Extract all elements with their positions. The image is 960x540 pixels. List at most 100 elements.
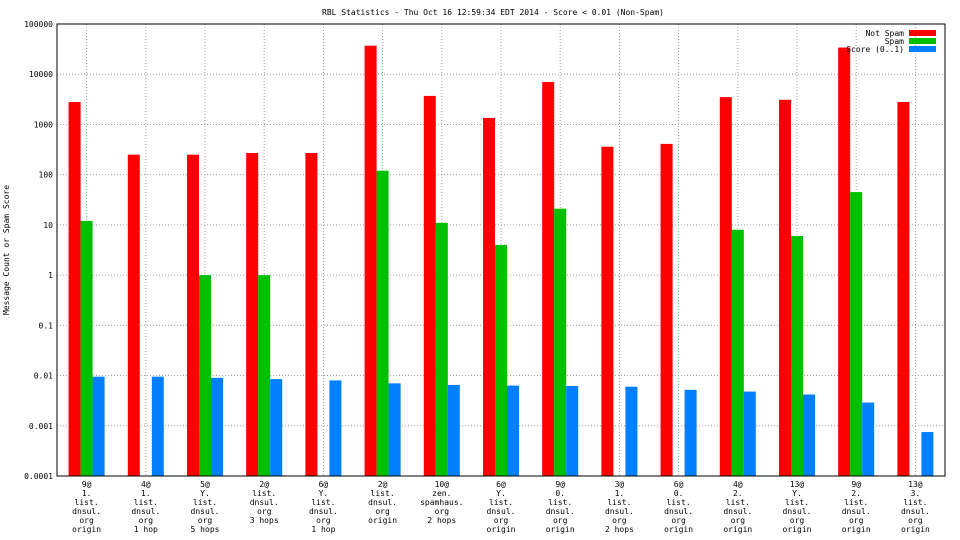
x-tick-label: list. bbox=[193, 498, 217, 507]
bar-score-0-1-11 bbox=[743, 391, 756, 476]
x-tick-label: org bbox=[908, 516, 923, 525]
x-tick-label: 9@ bbox=[555, 480, 565, 489]
x-tick-label: 3@ bbox=[615, 480, 625, 489]
bar-score-0-1-12 bbox=[803, 394, 815, 476]
bar-spam-6 bbox=[435, 222, 448, 476]
x-tick-label: 6@ bbox=[674, 480, 684, 489]
x-tick-label: Y. bbox=[319, 489, 329, 498]
x-tick-label: 2. bbox=[851, 489, 861, 498]
bar-score-0-1-6 bbox=[447, 384, 460, 476]
x-tick-label: org bbox=[671, 516, 686, 525]
x-tick-label: 13@ bbox=[908, 480, 923, 489]
x-tick-label: list. bbox=[252, 489, 276, 498]
x-tick-label: dnsul. bbox=[546, 507, 575, 516]
x-tick-label: list. bbox=[75, 498, 99, 507]
bar-not-spam-11 bbox=[719, 97, 732, 476]
bar-score-0-1-0 bbox=[92, 376, 105, 476]
x-tick-label: dnsul. bbox=[842, 507, 871, 516]
bar-not-spam-6 bbox=[423, 95, 436, 477]
x-tick-label: org bbox=[375, 507, 390, 516]
bar-not-spam-14 bbox=[897, 101, 910, 476]
x-tick-label: Y. bbox=[792, 489, 802, 498]
legend-label: Spam bbox=[885, 37, 904, 46]
bar-spam-2 bbox=[199, 275, 211, 476]
bar-score-0-1-10 bbox=[684, 389, 697, 476]
bar-spam-8 bbox=[554, 208, 567, 477]
x-tick-label: dnsul. bbox=[487, 507, 516, 516]
x-tick-label: org bbox=[79, 516, 94, 525]
x-tick-label: list. bbox=[667, 498, 691, 507]
x-tick-label: origin bbox=[783, 525, 812, 534]
y-tick-label: 100000 bbox=[24, 20, 53, 29]
bar-not-spam-13 bbox=[838, 47, 851, 476]
x-tick-label: list. bbox=[903, 498, 927, 507]
x-tick-label: list. bbox=[489, 498, 513, 507]
bar-spam-3 bbox=[258, 275, 271, 476]
x-tick-label: dnsul. bbox=[605, 507, 634, 516]
legend-swatch bbox=[909, 30, 936, 36]
x-tick-label: org bbox=[435, 507, 450, 516]
bar-not-spam-1 bbox=[127, 154, 140, 477]
x-tick-label: 4@ bbox=[733, 480, 743, 489]
bar-spam-13 bbox=[850, 192, 863, 476]
x-tick-label: origin bbox=[842, 525, 871, 534]
x-tick-label: dnsul. bbox=[131, 507, 160, 516]
bar-not-spam-3 bbox=[246, 153, 259, 476]
x-tick-label: Y. bbox=[200, 489, 210, 498]
legend-label: Score (0..1) bbox=[846, 45, 904, 54]
x-tick-label: 5@ bbox=[200, 480, 210, 489]
y-tick-label: 100 bbox=[39, 171, 54, 180]
x-tick-label: origin bbox=[723, 525, 752, 534]
x-tick-label: org bbox=[257, 507, 272, 516]
x-tick-label: dnsul. bbox=[368, 498, 397, 507]
x-tick-label: list. bbox=[607, 498, 631, 507]
legend-label: Not Spam bbox=[865, 29, 904, 38]
bar-spam-7 bbox=[495, 244, 507, 476]
x-tick-label: dnsul. bbox=[664, 507, 693, 516]
x-tick-label: dnsul. bbox=[191, 507, 220, 516]
x-tick-label: 1 hop bbox=[134, 525, 158, 534]
x-tick-label: zen. bbox=[432, 489, 451, 498]
x-tick-label: dnsul. bbox=[783, 507, 812, 516]
x-tick-label: list. bbox=[548, 498, 572, 507]
bar-not-spam-4 bbox=[305, 153, 318, 476]
x-tick-label: org bbox=[139, 516, 154, 525]
bar-score-0-1-3 bbox=[270, 379, 283, 476]
x-tick-label: origin bbox=[368, 516, 397, 525]
x-tick-label: list. bbox=[785, 498, 809, 507]
bar-score-0-1-7 bbox=[507, 385, 519, 476]
x-tick-label: 5 hops bbox=[191, 525, 220, 534]
y-tick-label: 10 bbox=[43, 221, 53, 230]
x-tick-label: 1. bbox=[615, 489, 625, 498]
bar-spam-5 bbox=[376, 170, 389, 476]
x-tick-label: 6@ bbox=[496, 480, 506, 489]
x-tick-label: 1. bbox=[82, 489, 92, 498]
bar-not-spam-10 bbox=[660, 143, 673, 476]
bar-not-spam-2 bbox=[187, 154, 199, 477]
x-tick-label: org bbox=[849, 516, 864, 525]
bar-spam-0 bbox=[80, 220, 93, 476]
bar-score-0-1-4 bbox=[329, 380, 342, 476]
x-tick-label: 2@ bbox=[259, 480, 269, 489]
x-tick-label: list. bbox=[134, 498, 158, 507]
x-tick-label: 9@ bbox=[82, 480, 92, 489]
bar-not-spam-12 bbox=[779, 99, 791, 477]
bar-not-spam-0 bbox=[68, 101, 81, 476]
x-tick-label: 4@ bbox=[141, 480, 151, 489]
x-tick-label: 2 hops bbox=[427, 516, 456, 525]
y-tick-label: 0.1 bbox=[39, 321, 54, 330]
bar-not-spam-7 bbox=[483, 117, 495, 476]
x-tick-label: 9@ bbox=[851, 480, 861, 489]
y-tick-label: 10000 bbox=[29, 70, 53, 79]
bar-score-0-1-8 bbox=[566, 385, 579, 476]
legend-swatch bbox=[909, 38, 936, 44]
bar-not-spam-8 bbox=[542, 82, 555, 476]
bar-score-0-1-9 bbox=[625, 386, 638, 476]
x-tick-label: list. bbox=[371, 489, 395, 498]
x-tick-label: 0. bbox=[555, 489, 565, 498]
y-tick-labels: 100000 10000 1000 100 10 1 0.1 0.01 0.001 0.0001 bbox=[24, 20, 53, 481]
x-tick-label: origin bbox=[546, 525, 575, 534]
plot-frame bbox=[56, 23, 946, 477]
